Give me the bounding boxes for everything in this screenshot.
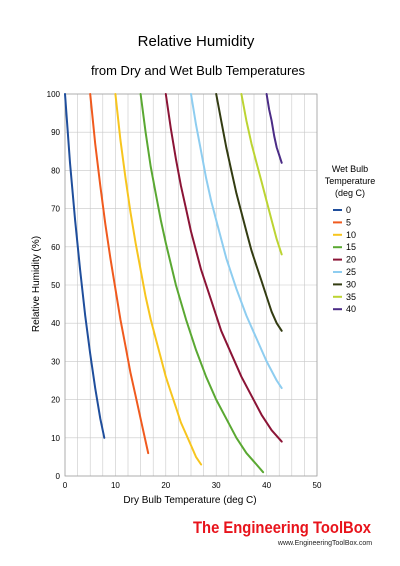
series-line-10 — [114, 93, 203, 466]
legend-label-20: 20 — [346, 255, 356, 265]
legend-title-line-2: Temperature — [325, 176, 376, 186]
y-tick-label: 40 — [51, 319, 60, 328]
chart-subtitle: from Dry and Wet Bulb Temperatures — [91, 63, 306, 78]
legend-title-line-1: Wet Bulb — [332, 164, 368, 174]
series-lines — [64, 93, 283, 474]
legend-title-line-3: (deg C) — [335, 188, 365, 198]
x-tick-label: 0 — [63, 481, 68, 490]
y-tick-label: 90 — [51, 128, 60, 137]
x-tick-label: 10 — [111, 481, 120, 490]
legend-label-15: 15 — [346, 242, 356, 252]
legend-label-5: 5 — [346, 217, 351, 227]
y-tick-label: 70 — [51, 205, 60, 214]
y-tick-label: 60 — [51, 243, 60, 252]
series-line-0 — [64, 93, 106, 439]
y-tick-label: 20 — [51, 396, 60, 405]
x-tick-label: 30 — [212, 481, 221, 490]
footer-brand: The Engineering ToolBox www.EngineeringT… — [193, 518, 372, 547]
y-tick-label: 100 — [47, 90, 61, 99]
series-line-35 — [240, 93, 283, 256]
y-tick-label: 10 — [51, 434, 60, 443]
y-axis-label: Relative Humidity (%) — [31, 236, 42, 332]
series-line-25 — [190, 93, 283, 390]
legend-label-40: 40 — [346, 304, 356, 314]
legend-label-0: 0 — [346, 205, 351, 215]
y-tick-label: 80 — [51, 166, 60, 175]
brand-url: www.EngineeringToolBox.com — [277, 540, 372, 547]
legend-label-25: 25 — [346, 267, 356, 277]
x-tick-label: 20 — [161, 481, 170, 490]
plot-grid — [64, 93, 318, 477]
legend-label-10: 10 — [346, 230, 356, 240]
series-line-20 — [164, 93, 283, 443]
y-tick-label: 30 — [51, 357, 60, 366]
x-tick-label: 40 — [262, 481, 271, 490]
legend: Wet Bulb Temperature (deg C) 0 5 10 15 20 25 3… — [325, 164, 376, 314]
series-line-15 — [139, 93, 265, 474]
series-line-40 — [265, 93, 283, 164]
y-tick-label: 0 — [56, 472, 61, 481]
series-line-5 — [89, 93, 150, 455]
brand-logo: The Engineering ToolBox — [193, 518, 371, 537]
legend-label-30: 30 — [346, 279, 356, 289]
x-axis-label: Dry Bulb Temperature (deg C) — [123, 495, 256, 506]
legend-label-35: 35 — [346, 292, 356, 302]
x-tick-label: 50 — [313, 481, 322, 490]
chart-title: Relative Humidity — [138, 33, 255, 50]
y-tick-label: 50 — [51, 281, 60, 290]
plot-axes: 0 10 20 30 40 50 0 10 20 30 40 50 60 70 80 90 100 — [47, 90, 322, 490]
series-line-30 — [215, 93, 283, 332]
